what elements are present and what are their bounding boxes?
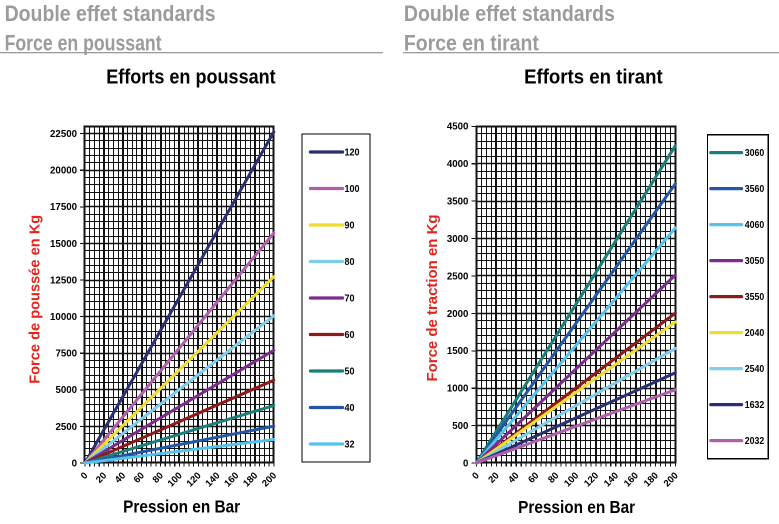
svg-text:0: 0 <box>463 458 468 469</box>
svg-text:100: 100 <box>562 470 581 489</box>
svg-text:Efforts en poussant: Efforts en poussant <box>106 67 276 89</box>
svg-text:60: 60 <box>526 470 541 485</box>
svg-text:3050: 3050 <box>745 256 765 267</box>
svg-text:70: 70 <box>345 294 355 305</box>
svg-text:160: 160 <box>222 470 241 489</box>
svg-text:Force en tirant: Force en tirant <box>404 31 540 56</box>
svg-text:0: 0 <box>72 458 77 469</box>
svg-text:17500: 17500 <box>50 202 77 213</box>
svg-text:Double effet standards: Double effet standards <box>404 1 615 26</box>
svg-text:3550: 3550 <box>745 292 765 303</box>
svg-text:7500: 7500 <box>55 349 77 360</box>
svg-text:120: 120 <box>582 470 601 489</box>
svg-text:2000: 2000 <box>447 309 469 320</box>
svg-text:15000: 15000 <box>50 239 77 250</box>
svg-text:80: 80 <box>546 470 561 485</box>
svg-text:Force en poussant: Force en poussant <box>5 31 163 56</box>
svg-text:80: 80 <box>345 257 355 268</box>
svg-text:2500: 2500 <box>55 422 77 433</box>
svg-text:0: 0 <box>79 470 91 482</box>
svg-text:1000: 1000 <box>447 384 469 395</box>
svg-text:3500: 3500 <box>447 197 469 208</box>
svg-text:1500: 1500 <box>447 346 469 357</box>
svg-text:200: 200 <box>662 470 681 489</box>
svg-text:4060: 4060 <box>745 220 765 231</box>
svg-text:Pression en Bar: Pression en Bar <box>123 497 240 517</box>
svg-text:100: 100 <box>166 470 185 489</box>
svg-text:90: 90 <box>345 221 355 232</box>
svg-text:50: 50 <box>345 367 355 378</box>
svg-text:60: 60 <box>345 330 355 341</box>
svg-text:60: 60 <box>132 470 147 485</box>
svg-text:80: 80 <box>151 470 166 485</box>
svg-text:3560: 3560 <box>745 184 765 195</box>
svg-text:140: 140 <box>602 470 621 489</box>
svg-text:32: 32 <box>345 440 355 451</box>
svg-text:40: 40 <box>113 470 128 485</box>
svg-text:40: 40 <box>506 470 521 485</box>
svg-text:Double effet standards: Double effet standards <box>5 1 216 26</box>
svg-text:3060: 3060 <box>745 148 765 159</box>
svg-text:120: 120 <box>185 470 204 489</box>
svg-text:4500: 4500 <box>447 122 469 133</box>
svg-text:2040: 2040 <box>745 328 765 339</box>
svg-text:200: 200 <box>260 470 279 489</box>
svg-text:1632: 1632 <box>745 400 765 411</box>
svg-text:180: 180 <box>642 470 661 489</box>
svg-text:4000: 4000 <box>447 159 469 170</box>
svg-text:Force de traction en Kg: Force de traction en Kg <box>424 215 441 382</box>
svg-text:2540: 2540 <box>745 364 765 375</box>
svg-text:40: 40 <box>345 403 355 414</box>
svg-text:180: 180 <box>241 470 260 489</box>
svg-text:5000: 5000 <box>55 385 77 396</box>
svg-text:Pression en Bar: Pression en Bar <box>518 497 635 517</box>
svg-text:120: 120 <box>345 148 360 159</box>
svg-text:500: 500 <box>452 421 468 432</box>
svg-text:12500: 12500 <box>50 275 77 286</box>
svg-text:22500: 22500 <box>50 129 77 140</box>
svg-text:10000: 10000 <box>50 312 77 323</box>
svg-text:20: 20 <box>94 470 109 485</box>
svg-text:2500: 2500 <box>447 271 469 282</box>
svg-text:2032: 2032 <box>745 436 765 447</box>
svg-text:160: 160 <box>622 470 641 489</box>
svg-text:0: 0 <box>470 470 482 482</box>
svg-text:140: 140 <box>204 470 223 489</box>
svg-text:Efforts en tirant: Efforts en tirant <box>524 67 663 89</box>
svg-text:Force de poussée en Kg: Force de poussée en Kg <box>26 215 43 384</box>
svg-text:100: 100 <box>345 184 360 195</box>
svg-text:20: 20 <box>486 470 501 485</box>
svg-text:3000: 3000 <box>447 234 469 245</box>
svg-text:20000: 20000 <box>50 166 77 177</box>
